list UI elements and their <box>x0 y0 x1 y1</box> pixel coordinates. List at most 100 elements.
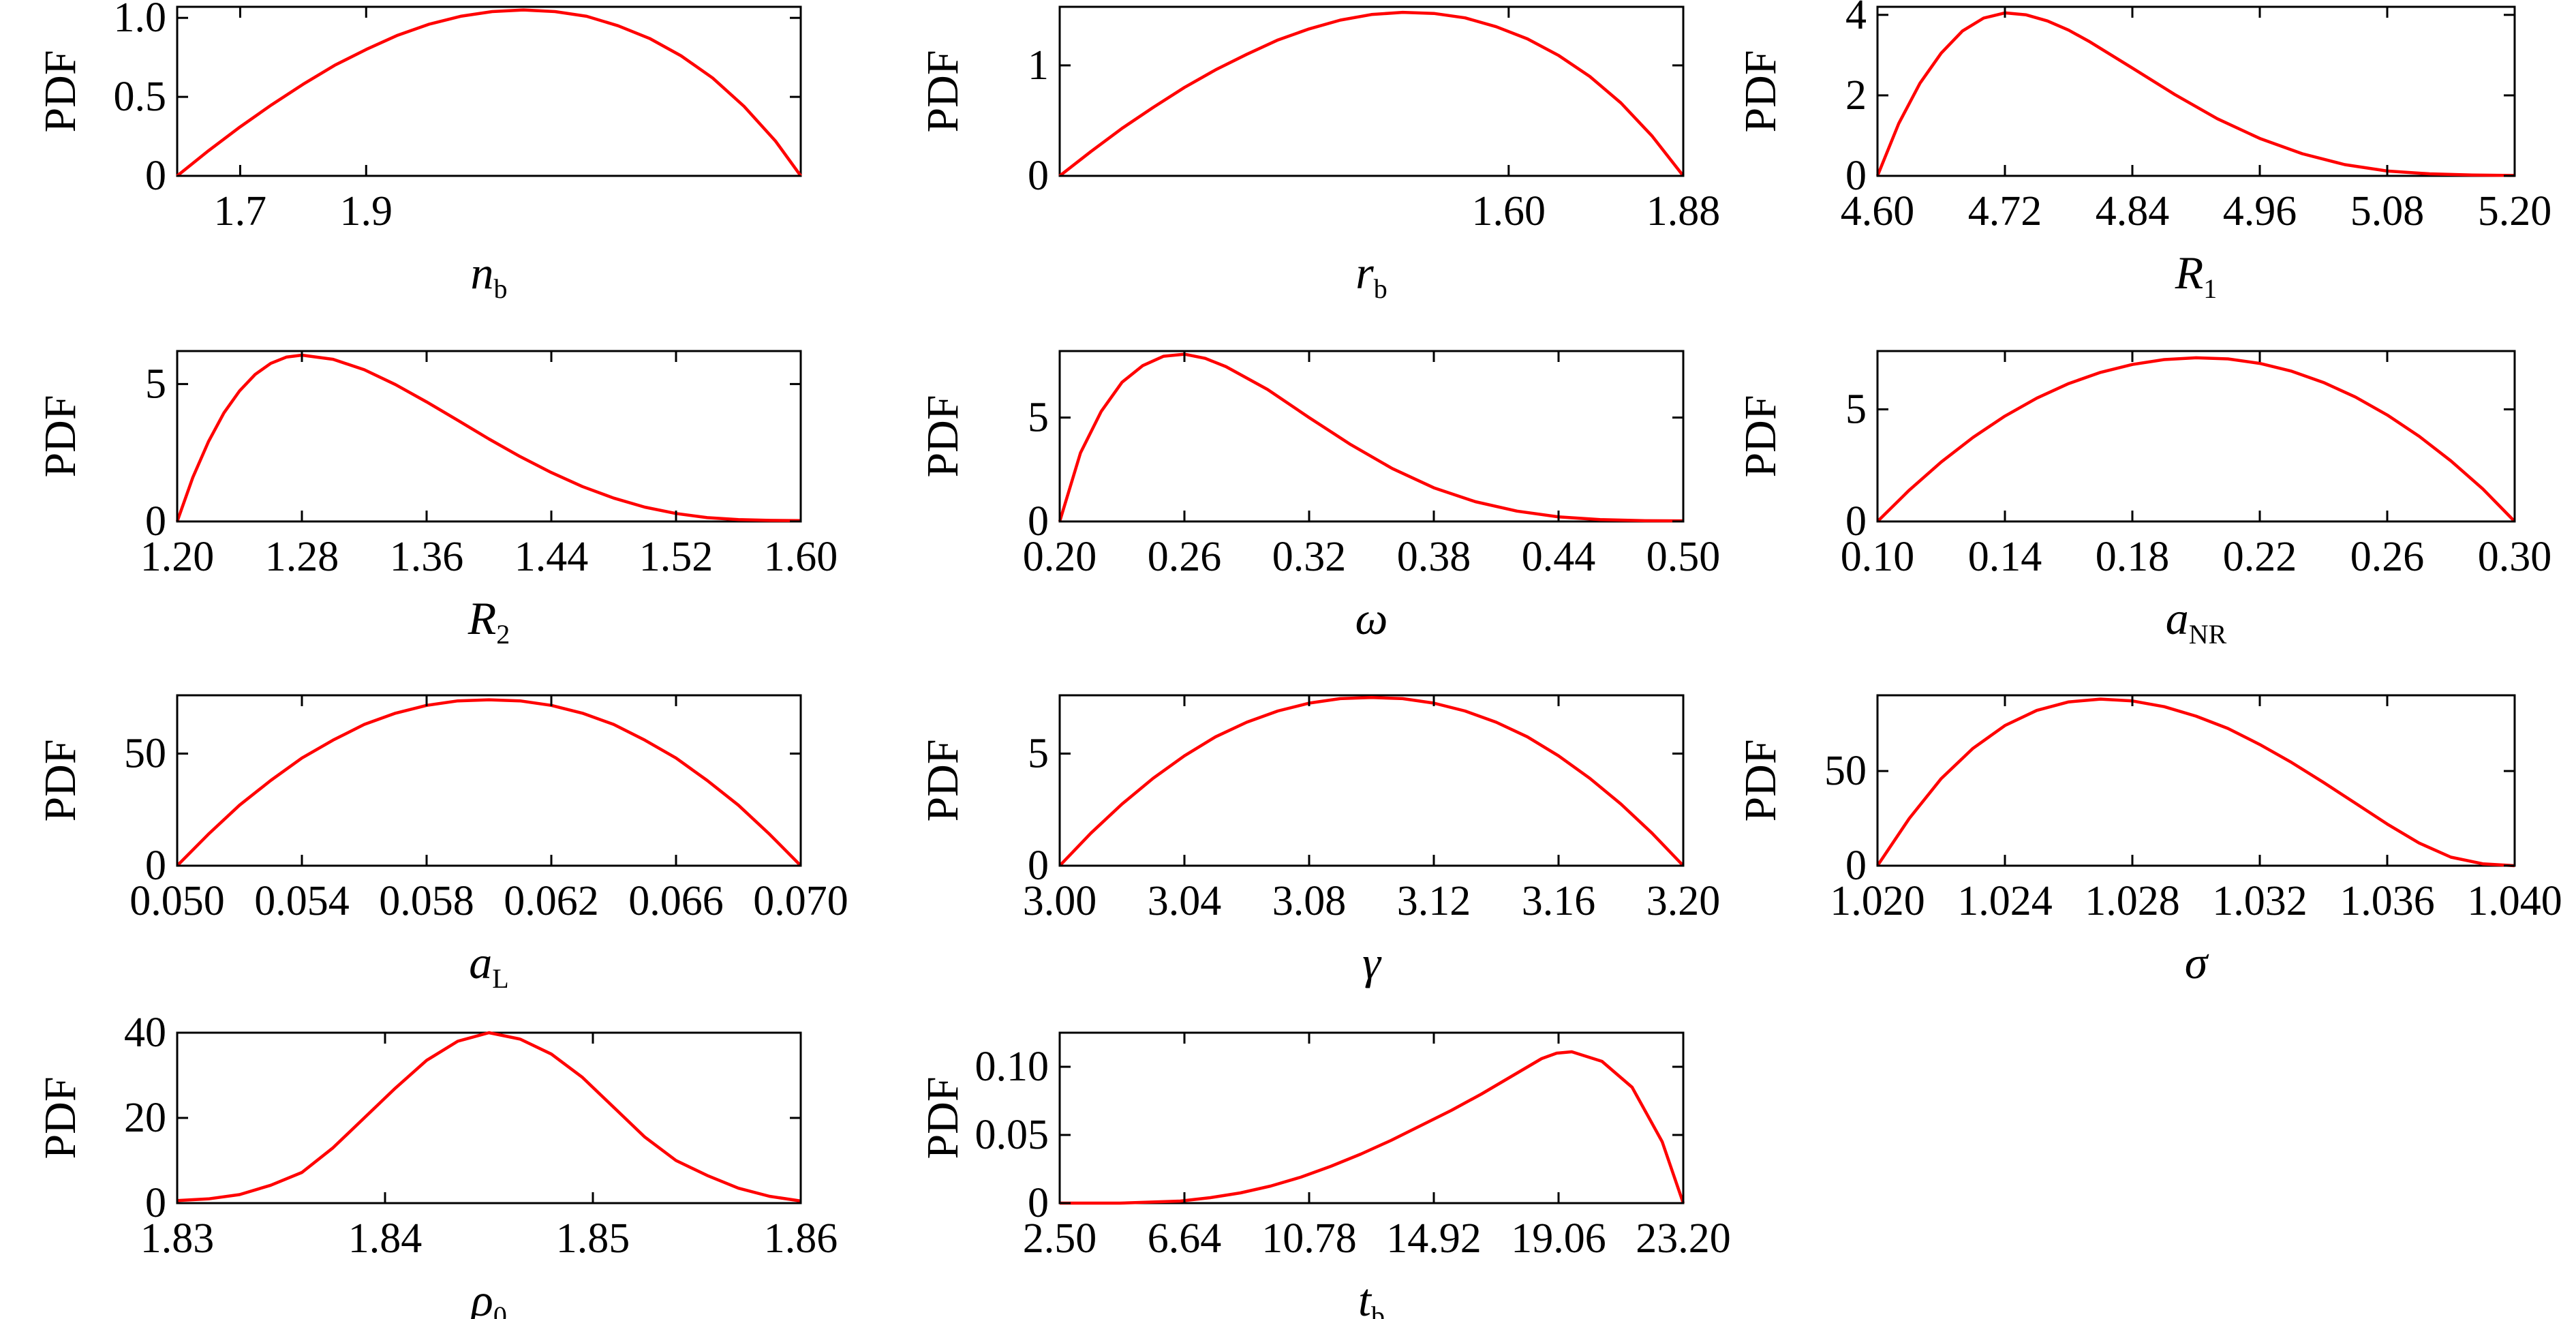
subplot-4: 1.20 1.28 1.36 1.44 1.52 1.60 0 5 PDF R2 <box>35 350 838 650</box>
pdf-curve <box>175 353 801 523</box>
subplot-6: 0.10 0.14 0.18 0.22 0.26 0.30 0 5 PDF aNR <box>1736 350 2551 650</box>
subplot-8: 3.00 3.04 3.08 3.12 3.16 3.20 0 5 PDF γ <box>918 694 1721 988</box>
x-tick-label: 0.070 <box>753 878 848 924</box>
x-axis-label-main: ω <box>1355 592 1387 644</box>
y-tick-label: 0 <box>145 1180 166 1226</box>
x-axis-label-main: n <box>471 247 494 299</box>
x-axis-label: nb <box>471 247 508 304</box>
y-tick-label: 0 <box>145 498 166 545</box>
x-tick-label: 1.9 <box>340 188 393 234</box>
pdf-curve <box>1875 11 2515 177</box>
x-tick-label: 1.028 <box>2085 878 2180 924</box>
x-tick-label: 4.84 <box>2096 188 2170 234</box>
y-tick-label: 0.10 <box>975 1044 1049 1090</box>
x-tick-label: 0.38 <box>1397 534 1471 580</box>
x-tick-label: 0.18 <box>2096 534 2170 580</box>
x-tick-label: 0.44 <box>1522 534 1596 580</box>
x-axis-label: rb <box>1355 247 1387 304</box>
x-axis-label-main: ρ <box>470 1274 493 1319</box>
x-tick-label: 0.050 <box>129 878 225 924</box>
subplot-11: 2.50 6.64 10.78 14.92 19.06 23.20 0 0.05 0.10PDF… <box>918 1031 1731 1319</box>
x-axis-label-sub: 2 <box>496 619 510 650</box>
x-tick-label: 3.00 <box>1023 878 1097 924</box>
x-tick-label: 14.92 <box>1386 1215 1482 1262</box>
y-axis-label: PDF <box>918 1076 968 1159</box>
x-tick-label: 0.054 <box>254 878 350 924</box>
y-tick-label: 50 <box>1824 748 1867 794</box>
x-tick-label: 10.78 <box>1261 1215 1357 1262</box>
plot-frame <box>1058 1031 1685 1204</box>
x-tick-label: 3.12 <box>1397 878 1471 924</box>
y-axis-label: PDF <box>35 1076 85 1159</box>
x-tick-label: 0.14 <box>1968 534 2042 580</box>
x-tick-label: 0.32 <box>1272 534 1347 580</box>
x-tick-label: 0.26 <box>1148 534 1222 580</box>
x-tick-label: 1.032 <box>2212 878 2307 924</box>
x-tick-label: 1.52 <box>639 534 714 580</box>
pdf-curve <box>1058 696 1685 867</box>
x-tick-label: 23.20 <box>1636 1215 1731 1262</box>
y-tick-label: 0 <box>145 153 166 199</box>
plot-frame <box>176 350 802 523</box>
y-tick-label: 0 <box>1845 498 1867 545</box>
x-axis-label: aL <box>469 937 508 994</box>
x-tick-label: 3.04 <box>1148 878 1222 924</box>
y-tick-label: 50 <box>124 731 166 777</box>
x-tick-label: 5.08 <box>2350 188 2425 234</box>
y-tick-label: 40 <box>124 1010 166 1056</box>
x-axis-label-main: R <box>467 592 497 644</box>
x-tick-label: 3.20 <box>1646 878 1721 924</box>
y-tick-label: 0 <box>1028 153 1049 199</box>
pdf-curve <box>177 1031 801 1203</box>
subplot-9: 1.020 1.024 1.028 1.032 1.036 1.040 0 50 PDF σ <box>1736 694 2562 988</box>
subplot-2: 1.60 1.88 0 1 PDF rb <box>918 5 1721 304</box>
pdf-curve <box>1876 356 2516 523</box>
plot-frame <box>1876 350 2516 523</box>
x-tick-label: 1.20 <box>140 534 215 580</box>
y-axis-label: PDF <box>1736 395 1785 477</box>
plot-frame <box>176 694 802 867</box>
x-tick-label: 1.88 <box>1646 188 1721 234</box>
y-tick-label: 2 <box>1845 72 1867 119</box>
x-tick-label: 2.50 <box>1023 1215 1097 1262</box>
x-tick-label: 4.96 <box>2223 188 2297 234</box>
x-tick-label: 1.44 <box>515 534 589 580</box>
x-tick-label: 6.64 <box>1148 1215 1222 1262</box>
x-axis-label-main: a <box>469 937 492 988</box>
y-tick-label: 0.05 <box>975 1112 1049 1158</box>
x-tick-label: 1.036 <box>2340 878 2435 924</box>
x-tick-label: 0.50 <box>1646 534 1721 580</box>
plot-frame <box>1876 5 2516 177</box>
subplot-7: 0.050 0.054 0.058 0.062 0.066 0.070 0 50 PDF aL <box>35 694 848 994</box>
x-tick-label: 0.058 <box>379 878 474 924</box>
y-axis-label: PDF <box>35 739 85 821</box>
x-tick-label: 0.26 <box>2350 534 2425 580</box>
x-tick-label: 1.83 <box>140 1215 215 1262</box>
pdf-curve <box>1876 697 2515 868</box>
x-tick-label: 1.040 <box>2467 878 2562 924</box>
x-tick-label: 0.20 <box>1023 534 1097 580</box>
x-tick-label: 1.020 <box>1830 878 1925 924</box>
x-axis-label-main: R <box>2175 247 2204 299</box>
x-axis-label-main: γ <box>1362 937 1382 988</box>
y-tick-label: 1 <box>1028 42 1049 89</box>
plot-frame <box>1058 350 1685 523</box>
x-axis-label-main: σ <box>2185 937 2209 988</box>
x-axis-label-sub: 0 <box>493 1301 507 1319</box>
y-axis-label: PDF <box>1736 50 1785 132</box>
y-axis-label: PDF <box>918 739 968 821</box>
y-axis-label: PDF <box>35 50 85 132</box>
pdf-curve <box>1060 1050 1685 1205</box>
y-axis-label: PDF <box>918 395 968 477</box>
y-tick-label: 0 <box>145 843 166 889</box>
x-tick-label: 1.85 <box>556 1215 630 1262</box>
y-axis-label: PDF <box>918 50 968 132</box>
x-tick-label: 0.22 <box>2223 534 2297 580</box>
subplot-5: 0.20 0.26 0.32 0.38 0.44 0.50 0 5 PDF ω <box>918 350 1721 644</box>
x-tick-label: 5.20 <box>2478 188 2552 234</box>
subplot-1: 1.7 1.9 0 0.5 1.0 PDF nb <box>35 0 802 304</box>
x-tick-label: 1.60 <box>764 534 838 580</box>
plot-frame <box>1058 5 1685 177</box>
